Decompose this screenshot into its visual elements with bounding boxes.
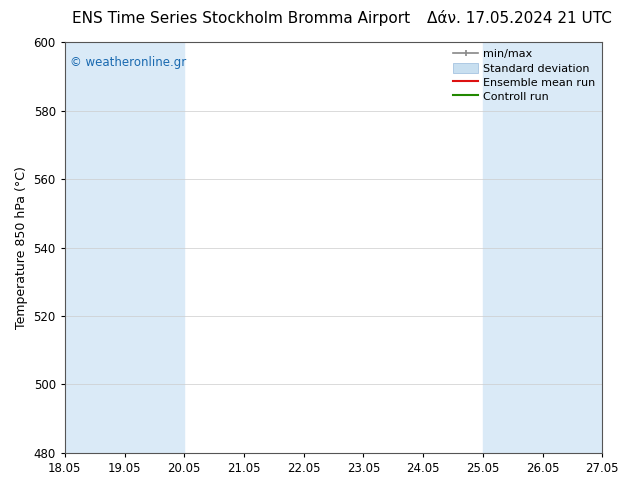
Text: © weatheronline.gr: © weatheronline.gr xyxy=(70,56,186,70)
Text: Δάν. 17.05.2024 21 UTC: Δάν. 17.05.2024 21 UTC xyxy=(427,11,612,26)
Text: ENS Time Series Stockholm Bromma Airport: ENS Time Series Stockholm Bromma Airport xyxy=(72,11,410,26)
Bar xyxy=(483,42,602,453)
Bar xyxy=(65,42,184,453)
Y-axis label: Temperature 850 hPa (°C): Temperature 850 hPa (°C) xyxy=(15,166,28,329)
Legend: min/max, Standard deviation, Ensemble mean run, Controll run: min/max, Standard deviation, Ensemble me… xyxy=(449,44,600,106)
